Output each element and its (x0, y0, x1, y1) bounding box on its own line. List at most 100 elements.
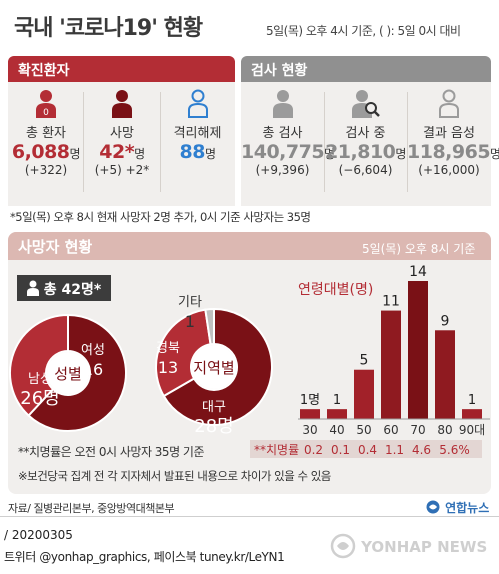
pie-slice (162, 307, 273, 426)
pie-slice-value: 28명 (194, 416, 233, 437)
stat-change: (+9,396) (255, 163, 310, 177)
bar-value-label: 1명 (300, 393, 320, 408)
person-outline-icon (187, 89, 208, 118)
pie-slice-name: 남성 (28, 372, 52, 387)
stat-released: 격리해제 88명 (160, 88, 235, 163)
total-deaths-badge: 총 42명* (17, 275, 111, 301)
pie-center (47, 352, 89, 394)
stat-change: (+322) (24, 163, 68, 177)
pie-slice-name: 대구 (202, 400, 226, 415)
person-icon (26, 280, 39, 296)
pie-slice-value: 26명 (20, 388, 59, 409)
deaths-header-bar (8, 232, 491, 260)
pie-slice (155, 308, 212, 398)
stat-label: 총 검사 (262, 126, 303, 141)
fatality-rate: 1.1 (385, 443, 404, 457)
pie-slice (204, 307, 215, 346)
stat-change: (−6,604) (338, 163, 393, 177)
stat-unit: 명 (69, 147, 81, 161)
tests-header: 검사 현황 (241, 56, 491, 82)
stat-label: 격리해제 (173, 126, 222, 141)
stat-change: (+16,000) (418, 163, 480, 177)
stat-value: 118,965 (407, 141, 491, 163)
fatality-strip (250, 440, 482, 458)
stat-value: 6,088 (11, 141, 70, 163)
confirmed-panel: 확진환자 0 총 환자 6,088명 (+322) 사망 42*명 (+5) +… (8, 56, 235, 206)
stat-total-patients: 0 총 환자 6,088명 (+322) (8, 88, 84, 177)
brand-logo-text: 연합뉴스 (445, 501, 490, 515)
total-deaths-label: 총 42명* (43, 282, 102, 298)
bar-value-label: 11 (382, 294, 400, 310)
tests-panel: 검사 현황 총 검사 140,775명 (+9,396) 검사 중 21,810… (241, 56, 499, 206)
bar-category-label: 30 (302, 423, 317, 437)
pie-center (192, 345, 236, 389)
stat-value: 21,810 (325, 141, 396, 163)
pie-slice-name: 여성 (81, 343, 105, 358)
brand-logo: 연합뉴스 (426, 497, 489, 516)
confirmed-header: 확진환자 (8, 56, 235, 82)
stat-unit: 명 (204, 147, 216, 161)
fatality-rate: 0.1 (331, 443, 350, 457)
pie-slice-value: 13 (158, 358, 178, 377)
bar (408, 281, 428, 419)
stat-unit: 명 (490, 147, 499, 161)
bar (354, 369, 374, 419)
svg-text:0: 0 (43, 108, 49, 118)
bar-value-label: 1 (333, 393, 341, 408)
pie-slice-name: 경북 (156, 341, 180, 356)
yonhap-logo-icon (426, 500, 440, 514)
bar (381, 310, 401, 419)
stat-negative: 결과 음성 118,965명 (+16,000) (407, 88, 499, 177)
pie-center-label: 성별 (54, 365, 82, 383)
stat-change: (+5) +2* (94, 163, 150, 177)
yonhap-watermark-icon (330, 533, 356, 559)
pie-slice (9, 313, 69, 417)
stat-testing: 검사 중 21,810명 (−6,604) (324, 88, 407, 177)
deaths-header: 사망자 현황 (18, 238, 93, 256)
bar (327, 409, 347, 419)
person-magnifier-icon (351, 90, 380, 118)
watermark: YONHAP NEWS (330, 533, 487, 559)
fatality-note: **치명률은 오전 0시 사망자 35명 기준 (18, 445, 205, 459)
bar (300, 409, 320, 419)
bar-category-label: 60 (383, 423, 398, 437)
stat-unit: 명 (324, 147, 335, 161)
fatality-rate: 0.2 (304, 443, 323, 457)
footer-divider (0, 516, 499, 517)
bar-category-label: 40 (329, 423, 344, 437)
bar (435, 330, 455, 419)
stat-value: 88 (179, 141, 206, 163)
bar-value-label: 5 (360, 353, 369, 369)
pie-slice (27, 313, 127, 432)
page-title: 국내 '코로나19' 현황 (14, 16, 203, 41)
stat-label: 사망 (110, 126, 134, 141)
person-icon (272, 90, 293, 118)
bar-category-label: 50 (356, 423, 371, 437)
fatality-rate: 4.6 (412, 443, 431, 457)
bar-value-label: 1 (468, 393, 476, 408)
deaths-header-time: 5일(목) 오후 8시 기준 (362, 242, 476, 256)
watermark-text: YONHAP NEWS (361, 538, 488, 556)
date-code: / 20200305 (4, 528, 73, 542)
person-icon: 0 (36, 90, 56, 118)
pie-slice-value: 1 (185, 312, 195, 331)
stat-label: 총 환자 (25, 126, 66, 141)
bar-category-label: 80 (437, 423, 452, 437)
bar-value-label: 14 (409, 264, 427, 280)
fatality-label: **치명률 (254, 443, 299, 457)
stat-label: 결과 음성 (423, 126, 475, 141)
difference-note: ※보건당국 집계 전 각 지자체서 발표된 내용으로 차이가 있을 수 있음 (18, 469, 331, 483)
person-icon (112, 90, 132, 118)
stat-unit: 명 (134, 147, 145, 161)
person-outline-icon (439, 89, 459, 118)
bar-category-label: 70 (410, 423, 425, 437)
pie-center-label: 지역별 (193, 359, 234, 377)
stat-value: 42* (99, 141, 135, 163)
fatality-rate: 0.4 (358, 443, 377, 457)
bar (462, 409, 482, 419)
death-note: *5일(목) 오후 8시 현재 사망자 2명 추가, 0시 기준 사망자는 35… (10, 210, 311, 224)
pie-slice-name: 기타 (178, 295, 202, 310)
stat-unit: 명 (395, 147, 406, 161)
pie-slice-value: 16 (83, 360, 103, 379)
